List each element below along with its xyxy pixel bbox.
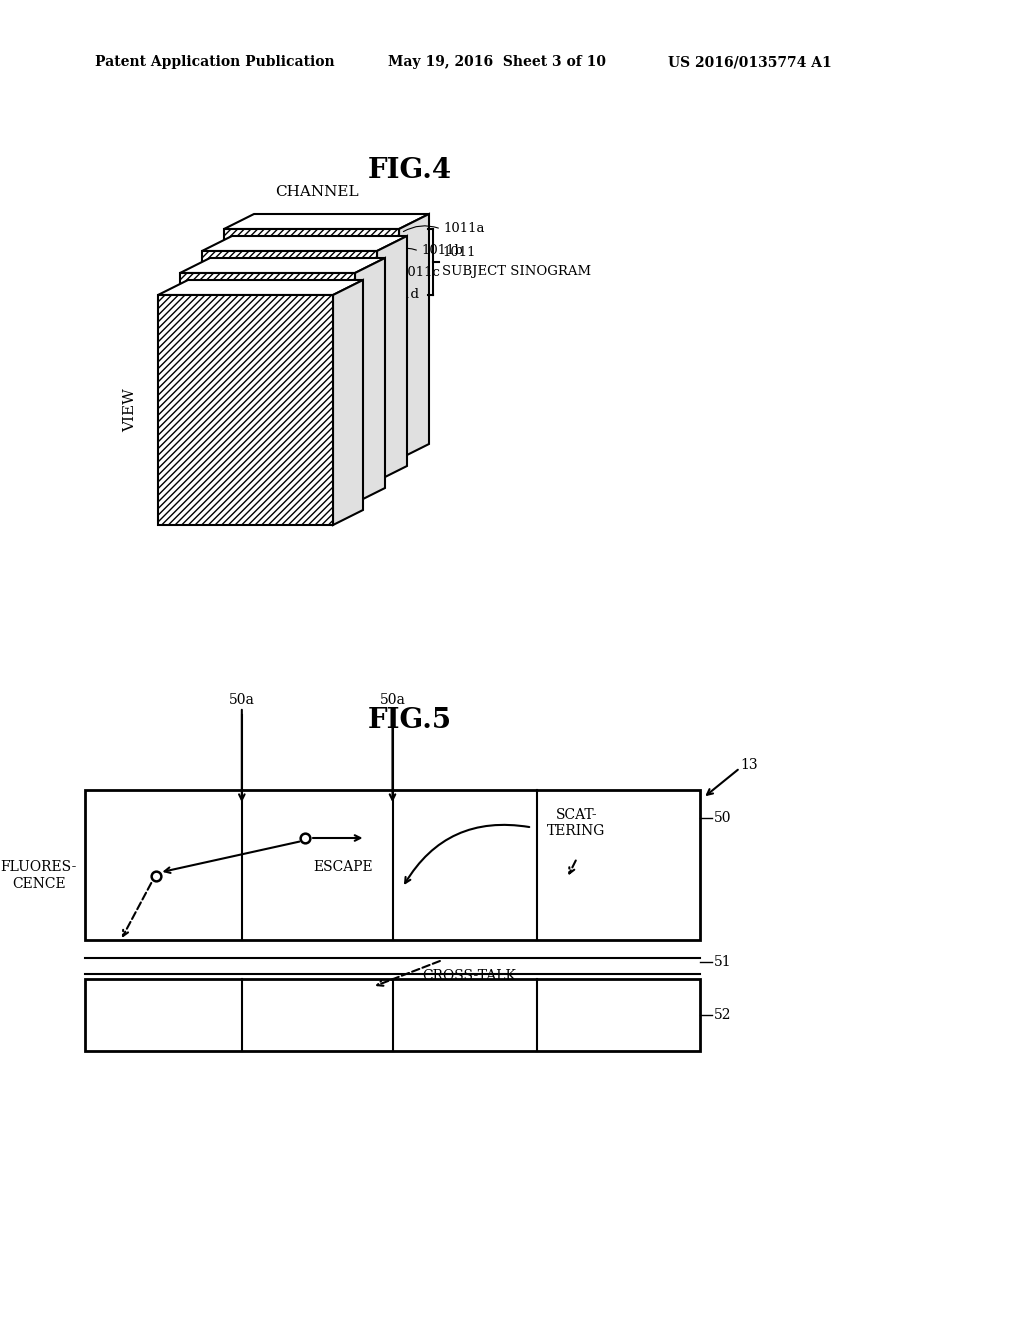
- Polygon shape: [158, 280, 362, 294]
- Bar: [85, 979, 700, 1051]
- Text: 50a: 50a: [380, 693, 406, 708]
- Polygon shape: [333, 280, 362, 525]
- Text: 51: 51: [714, 954, 731, 969]
- Text: ESCAPE: ESCAPE: [313, 861, 373, 874]
- Polygon shape: [224, 214, 429, 228]
- Text: 52: 52: [714, 1008, 731, 1022]
- Polygon shape: [355, 257, 385, 503]
- Text: May 19, 2016  Sheet 3 of 10: May 19, 2016 Sheet 3 of 10: [388, 55, 606, 69]
- Text: FIG.4: FIG.4: [368, 157, 452, 183]
- Text: US 2016/0135774 A1: US 2016/0135774 A1: [668, 55, 831, 69]
- Polygon shape: [399, 214, 429, 459]
- Text: 50: 50: [714, 810, 731, 825]
- Text: 1011b: 1011b: [421, 244, 463, 257]
- Text: CHANNEL: CHANNEL: [274, 185, 358, 199]
- Text: 50a: 50a: [229, 693, 255, 708]
- Text: SCAT-
TERING: SCAT- TERING: [547, 808, 605, 838]
- Polygon shape: [202, 251, 377, 480]
- Text: 13: 13: [740, 758, 758, 772]
- Text: 1011a: 1011a: [443, 223, 484, 235]
- Bar: [85, 789, 700, 940]
- Polygon shape: [180, 257, 385, 273]
- Text: 1011c: 1011c: [399, 267, 440, 280]
- Text: CROSS-TALK: CROSS-TALK: [423, 969, 516, 983]
- Text: FIG.5: FIG.5: [368, 706, 452, 734]
- Polygon shape: [224, 228, 399, 459]
- Text: FLUORES-
CENCE: FLUORES- CENCE: [1, 861, 77, 891]
- Polygon shape: [377, 236, 407, 480]
- Text: VIEW: VIEW: [123, 388, 137, 432]
- Polygon shape: [180, 273, 355, 503]
- Text: Patent Application Publication: Patent Application Publication: [95, 55, 335, 69]
- Polygon shape: [158, 294, 333, 525]
- Text: 1011d: 1011d: [377, 289, 419, 301]
- Text: 1011
SUBJECT SINOGRAM: 1011 SUBJECT SINOGRAM: [442, 247, 591, 277]
- Polygon shape: [202, 236, 407, 251]
